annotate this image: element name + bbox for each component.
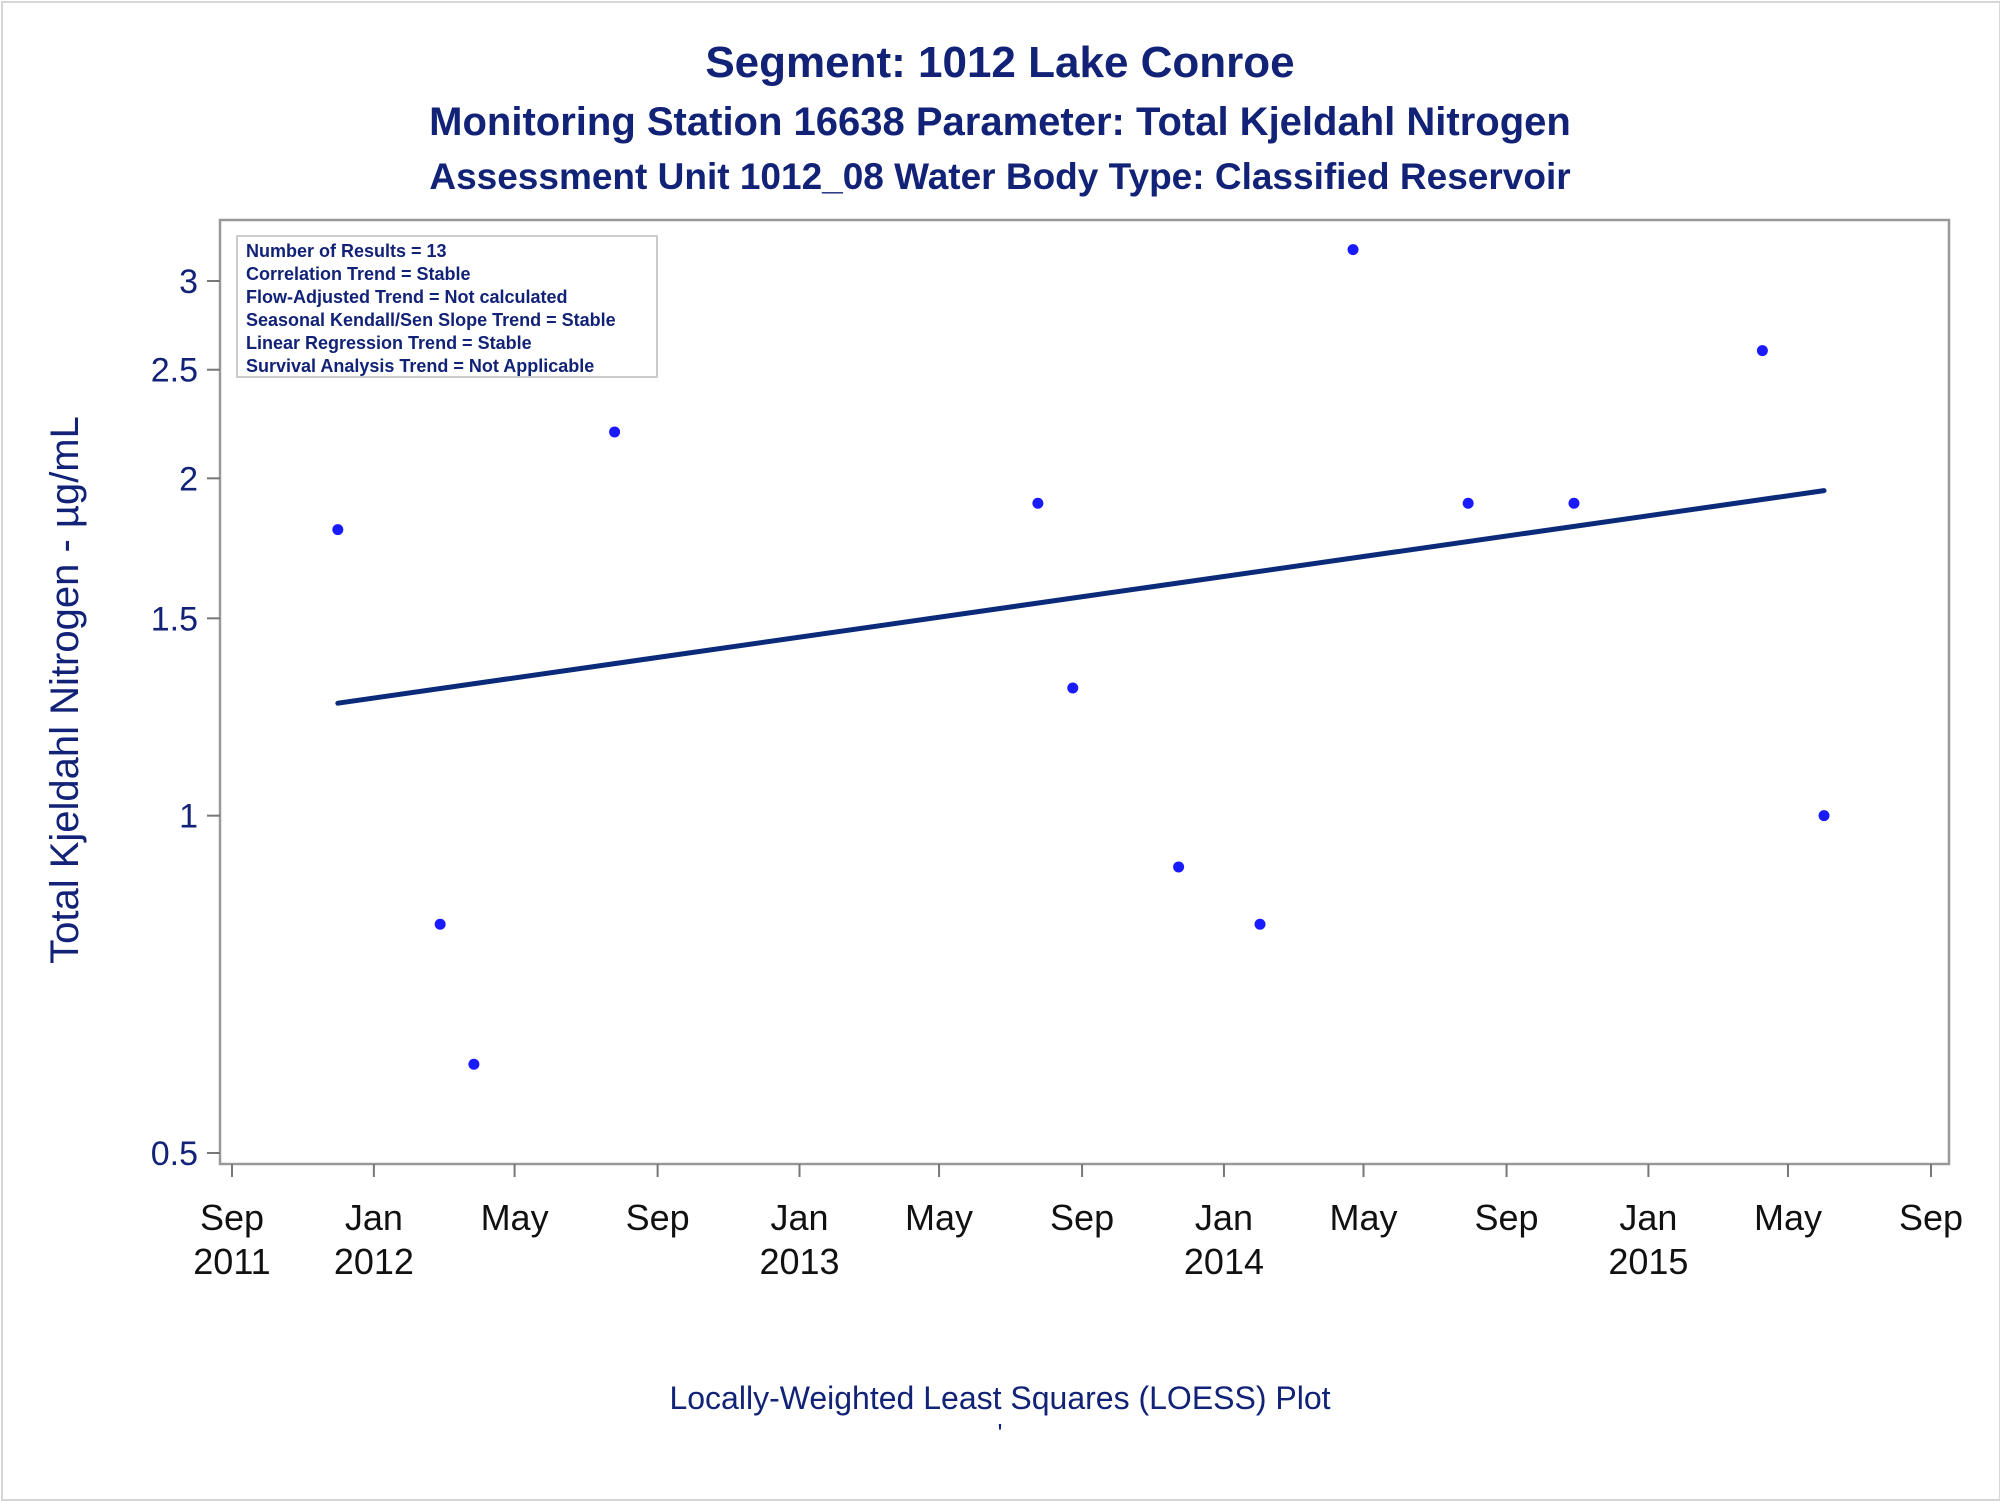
data-point: [609, 426, 621, 438]
data-point: [1254, 918, 1266, 930]
x-tick-year-label: 2014: [1184, 1241, 1264, 1282]
x-tick-year-label: 2012: [334, 1241, 414, 1282]
y-tick-label: 2.5: [151, 352, 198, 390]
x-tick-label: Jan: [345, 1197, 403, 1238]
plot-area-frame: [218, 218, 1951, 1166]
data-point: [1032, 497, 1044, 509]
x-tick-year-label: 2015: [1608, 1241, 1688, 1282]
stats-legend-line: Survival Analysis Trend = Not Applicable: [246, 356, 594, 376]
stats-legend-line: Linear Regression Trend = Stable: [246, 333, 532, 353]
x-tick-label: Jan: [770, 1197, 828, 1238]
x-tick-label: May: [1754, 1197, 1822, 1238]
x-tick-label: Jan: [1619, 1197, 1677, 1238]
x-tick-label: Sep: [1050, 1197, 1114, 1238]
y-axis-label: Total Kjeldahl Nitrogen - µg/mL: [43, 416, 87, 964]
data-point: [1756, 345, 1768, 357]
x-tick-label: Sep: [1899, 1197, 1963, 1238]
chart-subtitle-2: Assessment Unit 1012_08 Water Body Type:…: [429, 156, 1571, 197]
stats-legend-line: Flow-Adjusted Trend = Not calculated: [246, 287, 568, 307]
y-tick-label: 3: [179, 263, 198, 301]
x-tick-label: Sep: [626, 1197, 690, 1238]
stats-legend-box: [236, 235, 658, 378]
y-tick-label: 0.5: [151, 1135, 198, 1173]
footnote-mark: ': [997, 1418, 1003, 1448]
x-tick-year-label: 2011: [193, 1241, 270, 1282]
stats-legend-line: Seasonal Kendall/Sen Slope Trend = Stabl…: [246, 310, 616, 330]
x-tick-label: Sep: [1475, 1197, 1539, 1238]
stats-legend-line: Correlation Trend = Stable: [246, 264, 471, 284]
chart-subtitle-1: Monitoring Station 16638 Parameter: Tota…: [429, 100, 1571, 144]
x-tick-year-label: 2013: [759, 1241, 839, 1282]
data-point: [468, 1058, 480, 1070]
data-point: [1067, 682, 1079, 694]
y-tick-label: 1.5: [151, 600, 198, 638]
stats-legend-line: Number of Results = 13: [246, 241, 447, 261]
x-tick-label: Sep: [200, 1197, 264, 1238]
data-point: [1568, 497, 1580, 509]
data-point: [1818, 810, 1830, 822]
trend-line: [335, 488, 1827, 706]
data-point: [1462, 497, 1474, 509]
x-tick-label: May: [905, 1197, 973, 1238]
data-point: [434, 918, 446, 930]
y-tick-label: 1: [179, 798, 198, 836]
data-point: [332, 524, 344, 536]
x-tick-label: May: [1329, 1197, 1397, 1238]
data-point: [1173, 861, 1185, 873]
footnote: Locally-Weighted Least Squares (LOESS) P…: [669, 1380, 1331, 1416]
y-tick-label: 2: [179, 460, 198, 498]
x-tick-label: Jan: [1195, 1197, 1253, 1238]
chart-title: Segment: 1012 Lake Conroe: [705, 38, 1295, 87]
x-tick-label: May: [481, 1197, 549, 1238]
data-point: [1347, 244, 1359, 256]
